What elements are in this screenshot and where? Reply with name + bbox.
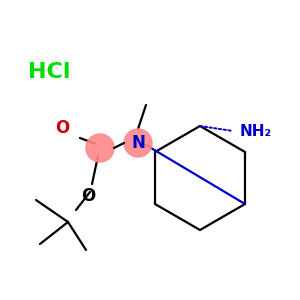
Circle shape — [124, 129, 152, 157]
Text: HCl: HCl — [28, 62, 70, 82]
Text: NH₂: NH₂ — [240, 124, 272, 139]
Text: O: O — [55, 119, 69, 137]
Text: O: O — [81, 187, 95, 205]
Circle shape — [86, 134, 114, 162]
Text: N: N — [131, 134, 145, 152]
